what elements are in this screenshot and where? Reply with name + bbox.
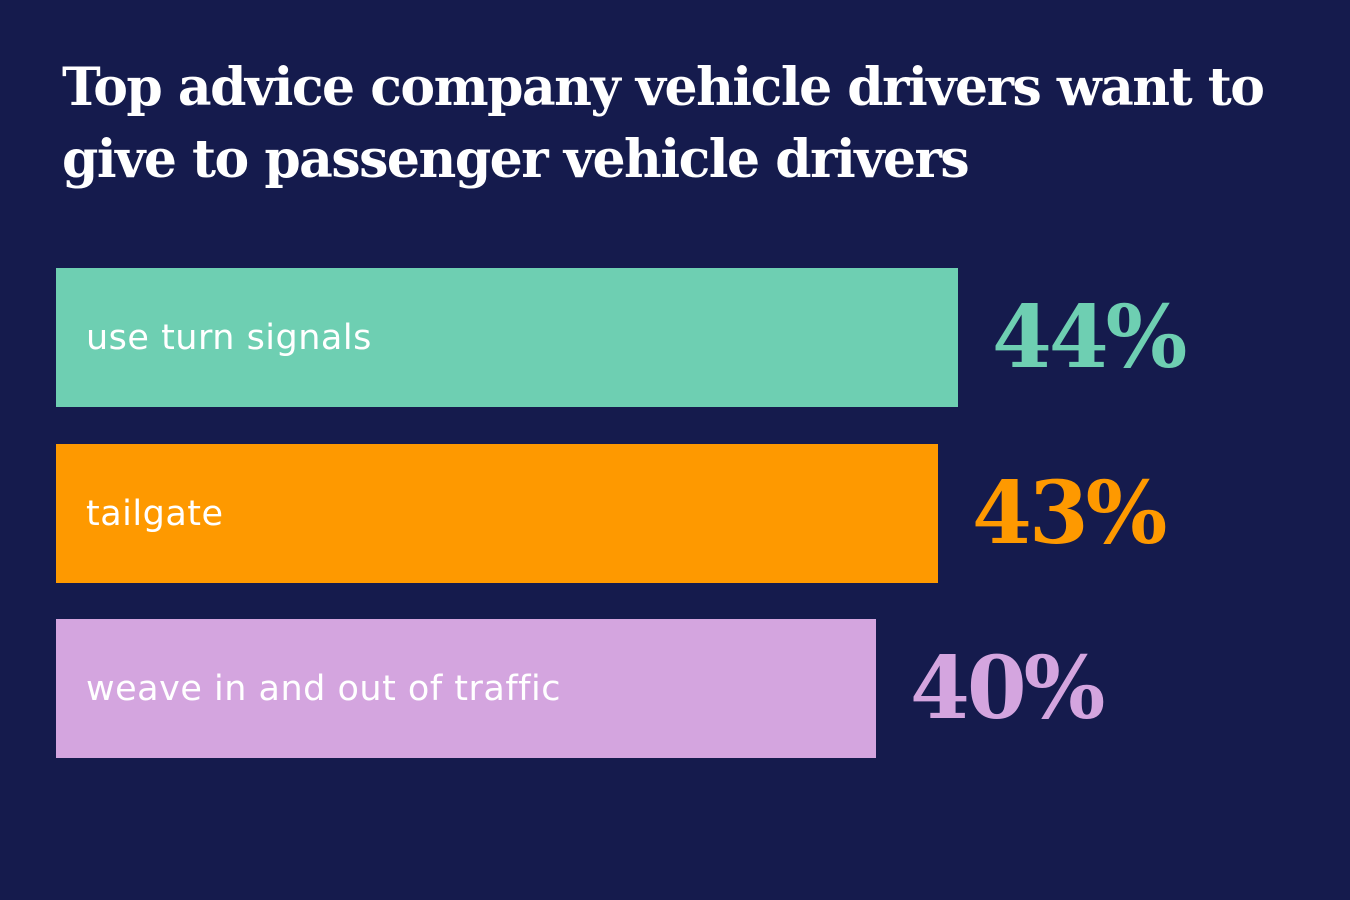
bar-value-label: 40% [910,638,1105,739]
bar-category-label: tailgate [86,493,224,534]
bar-category-label: use turn signals [86,317,372,358]
bar-value-label: 44% [992,287,1187,388]
bar-use-turn-signals: use turn signals [56,268,958,407]
bar-weave-in-and-out-of-traffic: weave in and out of traffic [56,619,876,758]
chart-title: Top advice company vehicle drivers want … [62,57,1265,190]
bar-category-label: weave in and out of traffic [86,668,561,709]
bar-value-label: 43% [972,463,1167,564]
bar-tailgate: tailgate [56,444,938,583]
